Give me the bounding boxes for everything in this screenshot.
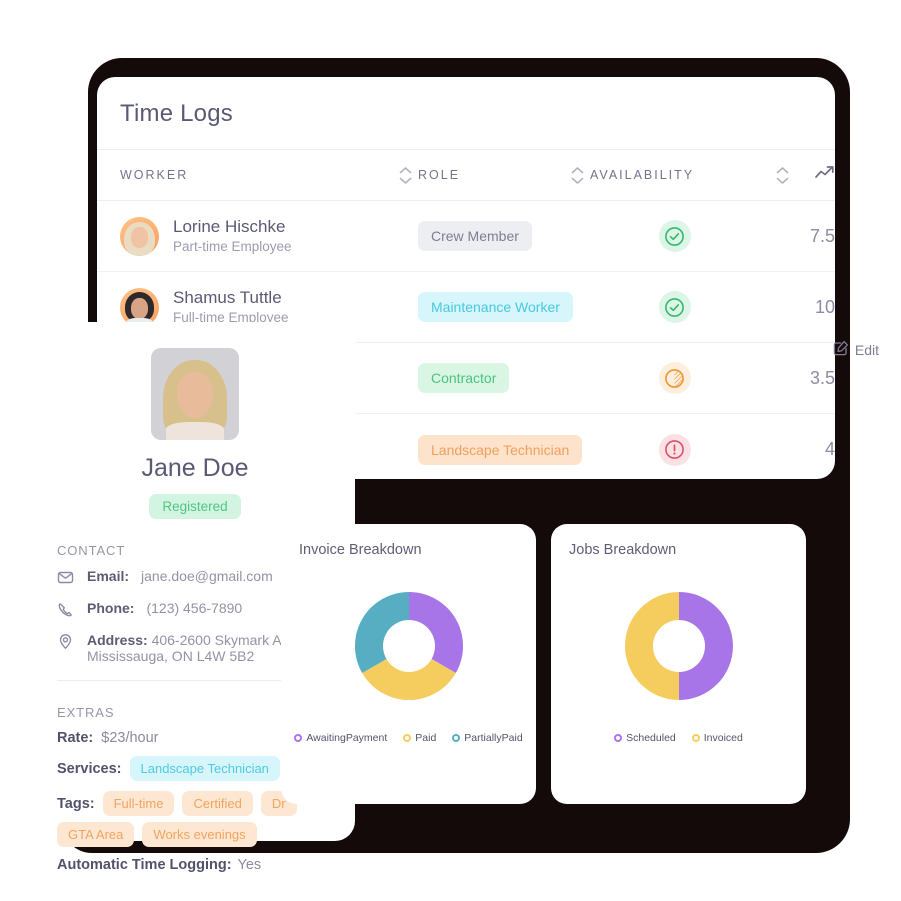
worker-subtitle: Full-time Employee	[173, 310, 289, 326]
table-row[interactable]: Lorine Hischke Part-time Employee Crew M…	[97, 201, 835, 272]
extras-row-tags: Tags: Full-time Certified Dr	[57, 791, 333, 816]
extras-row-services: Services: Landscape Technician	[57, 756, 333, 781]
phone-icon	[57, 601, 75, 621]
avatar	[120, 216, 159, 256]
sort-chevrons-icon-role[interactable]	[564, 166, 590, 184]
tags-label: Tags:	[57, 795, 95, 812]
role-badge: Maintenance Worker	[418, 292, 573, 322]
page-title: Time Logs	[120, 100, 233, 127]
half-circle-icon	[658, 362, 691, 394]
extras-heading: EXTRAS	[57, 705, 115, 720]
chart-title-jobs: Jobs Breakdown	[569, 542, 677, 558]
legend-label: Invoiced	[703, 732, 743, 744]
divider	[57, 680, 333, 681]
rate-label: Rate:	[57, 730, 94, 746]
slice-invoiced	[624, 592, 679, 700]
services-label: Services:	[57, 760, 122, 777]
profile-name: Jane Doe	[141, 454, 249, 482]
contact-row-address: Address: 406-2600 Skymark A Mississauga,…	[57, 632, 333, 664]
contact-value-address-line2[interactable]: Mississauga, ON L4W 5B2	[87, 648, 255, 664]
auto-logging-value: Yes	[237, 857, 262, 873]
legend-label: PartiallyPaid	[464, 732, 523, 744]
slice-paid	[361, 646, 456, 701]
mail-icon	[57, 569, 75, 589]
contact-value-phone[interactable]: (123) 456-7890	[146, 600, 243, 616]
legend-swatch-icon	[691, 734, 700, 742]
tag-item[interactable]: GTA Area	[57, 822, 135, 847]
contact-heading: CONTACT	[57, 543, 126, 558]
chart-title-invoice: Invoice Breakdown	[299, 542, 422, 558]
legend-item-scheduled[interactable]: Scheduled	[614, 732, 676, 744]
table-row[interactable]: Shamus Tuttle Full-time Employee Mainten…	[97, 272, 835, 343]
legend-swatch-icon	[403, 734, 412, 742]
auto-logging-label: Automatic Time Logging:	[57, 857, 232, 873]
invoice-donut-chart	[299, 584, 518, 708]
trending-up-icon[interactable]	[814, 164, 835, 186]
check-circle-icon	[658, 220, 691, 252]
worker-subtitle: Part-time Employee	[173, 239, 292, 255]
extras-row-rate: Rate: $23/hour	[57, 730, 333, 746]
worker-name: Shamus Tuttle	[173, 287, 282, 307]
donut-svg-jobs	[624, 592, 733, 700]
legend-item-invoiced[interactable]: Invoiced	[691, 732, 743, 744]
legend-item-awaitingpayment[interactable]: AwaitingPayment	[294, 732, 387, 744]
worker-name: Lorine Hischke	[173, 216, 286, 236]
map-pin-icon	[57, 633, 75, 653]
hours-value: 10	[814, 296, 835, 317]
rate-value: $23/hour	[101, 730, 159, 746]
table-row[interactable]: Contractor 3.5	[97, 343, 835, 414]
legend-label: Scheduled	[626, 732, 676, 744]
contact-label-address: Address:	[87, 632, 148, 648]
column-header-availability: AVAILABILITY	[590, 168, 695, 182]
slice-scheduled	[678, 592, 733, 700]
check-circle-icon	[658, 291, 691, 323]
edit-button[interactable]: Edit	[833, 340, 879, 359]
hours-value: 3.5	[809, 367, 835, 388]
legend-swatch-icon	[614, 734, 623, 742]
hours-value: 7.5	[809, 225, 835, 246]
extras-row-tags-2: GTA Area Works evenings	[57, 822, 333, 847]
contact-row-phone: Phone: (123) 456-7890	[57, 600, 333, 621]
role-badge: Crew Member	[418, 221, 532, 251]
legend-label: AwaitingPayment	[306, 732, 388, 744]
contact-value-email[interactable]: jane.doe@gmail.com	[141, 568, 273, 584]
table-row[interactable]: Landscape Technician 4	[97, 414, 835, 479]
legend-item-partiallypaid[interactable]: PartiallyPaid	[452, 732, 523, 744]
hours-value: 4	[824, 439, 835, 459]
invoice-legend: AwaitingPayment Paid PartiallyPaid	[294, 732, 523, 744]
column-header-worker: WORKER	[120, 168, 189, 182]
avatar	[120, 287, 159, 327]
legend-item-paid[interactable]: Paid	[403, 732, 436, 744]
legend-swatch-icon	[452, 734, 461, 742]
jobs-breakdown-card: Jobs Breakdown Scheduled Invoiced	[551, 524, 806, 804]
role-badge: Contractor	[418, 363, 510, 393]
table-header-row: WORKER ROLE AVAILABILITY	[97, 149, 835, 201]
status-badge: Registered	[149, 494, 241, 519]
edit-label: Edit	[854, 341, 879, 358]
extras-row-auto-logging: Automatic Time Logging: Yes	[57, 857, 333, 873]
contact-row-email: Email: jane.doe@gmail.com	[57, 568, 333, 589]
sort-chevrons-icon-availability[interactable]	[769, 166, 795, 184]
contact-label-email: Email:	[87, 568, 130, 584]
profile-photo	[151, 348, 239, 440]
tag-item[interactable]: Certified	[182, 791, 253, 816]
legend-label: Paid	[415, 732, 437, 744]
tag-item[interactable]: Full-time	[102, 791, 175, 816]
legend-swatch-icon	[294, 734, 303, 742]
jobs-donut-chart	[569, 584, 788, 708]
jobs-legend: Scheduled Invoiced	[569, 732, 788, 744]
donut-svg-invoice	[354, 592, 463, 701]
contact-label-phone: Phone:	[87, 600, 135, 616]
sort-chevrons-icon-worker[interactable]	[392, 166, 418, 184]
edit-square-icon	[833, 340, 849, 359]
service-tag[interactable]: Landscape Technician	[129, 756, 280, 781]
alert-circle-icon	[658, 433, 691, 466]
tag-item[interactable]: Works evenings	[142, 822, 257, 847]
column-header-role: ROLE	[418, 168, 461, 182]
role-badge: Landscape Technician	[418, 434, 583, 465]
invoice-breakdown-card: Invoice Breakdown AwaitingPayment Paid	[281, 524, 536, 804]
contact-value-address[interactable]: 406-2600 Skymark A	[151, 632, 282, 648]
